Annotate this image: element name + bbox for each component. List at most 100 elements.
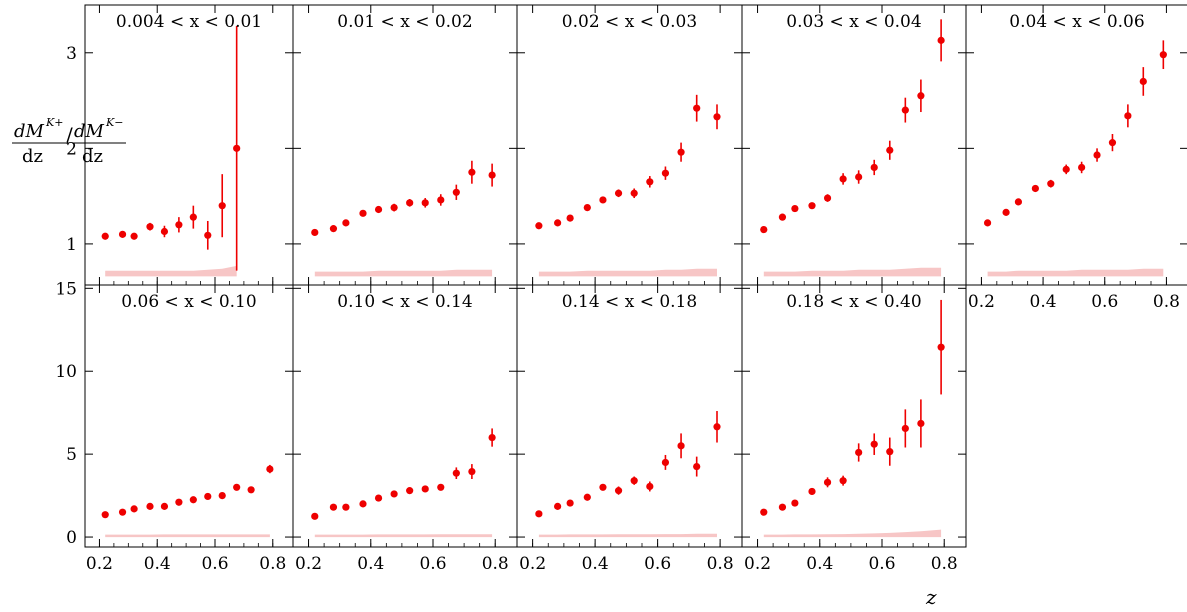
data-point <box>938 37 945 44</box>
data-point <box>453 189 460 196</box>
data-point <box>760 509 767 516</box>
data-point <box>311 229 318 236</box>
panel-frame <box>742 5 966 285</box>
y-axis-title-den2-sup: K− <box>105 116 123 129</box>
data-point <box>161 228 168 235</box>
data-point <box>311 513 318 520</box>
panel-title: 0.10 < x < 0.14 <box>337 292 472 312</box>
data-point <box>1140 78 1147 85</box>
data-point <box>840 175 847 182</box>
y-axis-title-den2: dM <box>74 121 105 142</box>
data-point <box>468 169 475 176</box>
data-point <box>1032 185 1039 192</box>
data-point <box>855 449 862 456</box>
data-point <box>1078 164 1085 171</box>
x-tick-label: 0.6 <box>1091 292 1118 312</box>
panel-title: 0.01 < x < 0.02 <box>337 12 472 32</box>
data-point <box>599 484 606 491</box>
data-point <box>631 190 638 197</box>
panel-5: 0.04 < x < 0.06 <box>966 5 1187 285</box>
data-point <box>375 206 382 213</box>
panel-title: 0.18 < x < 0.40 <box>786 292 921 312</box>
data-point <box>984 219 991 226</box>
panel-title: 0.14 < x < 0.18 <box>562 292 697 312</box>
data-point <box>713 423 720 430</box>
data-point <box>391 204 398 211</box>
data-point <box>233 145 240 152</box>
panel-frame <box>742 285 966 547</box>
x-tick-label: 0.8 <box>931 554 958 574</box>
systematic-band <box>764 530 941 538</box>
data-point <box>938 344 945 351</box>
systematic-band <box>315 270 492 277</box>
data-point <box>119 231 126 238</box>
data-point <box>102 233 109 240</box>
systematic-band <box>539 534 717 537</box>
systematic-band <box>315 534 492 537</box>
panel-frame <box>85 5 293 285</box>
data-point <box>677 149 684 156</box>
data-point <box>131 505 138 512</box>
panel-title: 0.02 < x < 0.03 <box>562 12 697 32</box>
data-point <box>359 210 366 217</box>
x-tick-label: 0.2 <box>295 554 322 574</box>
data-point <box>886 448 893 455</box>
data-point <box>248 486 255 493</box>
data-point <box>808 488 815 495</box>
data-point <box>489 172 496 179</box>
data-point <box>554 503 561 510</box>
data-point <box>535 222 542 229</box>
x-tick-label: 0.2 <box>86 554 113 574</box>
data-point <box>808 202 815 209</box>
data-point <box>760 226 767 233</box>
data-point <box>1124 112 1131 119</box>
panel-4: 0.03 < x < 0.04 <box>742 5 966 285</box>
data-point <box>791 205 798 212</box>
panel-6: 0.06 < x < 0.10 <box>85 285 293 547</box>
data-point <box>1093 151 1100 158</box>
data-point <box>1047 180 1054 187</box>
panel-3: 0.02 < x < 0.03 <box>517 5 742 285</box>
x-tick-label: 0.8 <box>259 554 286 574</box>
data-point <box>646 178 653 185</box>
data-point <box>489 434 496 441</box>
x-tick-label: 0.6 <box>419 554 446 574</box>
data-point <box>342 219 349 226</box>
data-point <box>693 105 700 112</box>
data-point <box>175 221 182 228</box>
x-tick-label: 0.6 <box>644 554 671 574</box>
data-point <box>161 503 168 510</box>
data-point <box>359 500 366 507</box>
panel-frame <box>517 5 742 285</box>
data-point <box>437 196 444 203</box>
data-point <box>693 463 700 470</box>
data-point <box>131 233 138 240</box>
data-point <box>1160 51 1167 58</box>
data-point <box>886 147 893 154</box>
y-tick-label: 5 <box>66 445 77 465</box>
y-tick-label: 15 <box>55 279 77 299</box>
data-point <box>190 214 197 221</box>
panel-frame <box>966 5 1187 285</box>
data-point <box>779 504 786 511</box>
panel-9: 0.18 < x < 0.40 <box>742 285 966 547</box>
data-point <box>175 499 182 506</box>
data-point <box>468 468 475 475</box>
systematic-band <box>988 269 1164 277</box>
systematic-band <box>105 266 237 277</box>
data-point <box>917 420 924 427</box>
panel-frame <box>293 5 517 285</box>
panel-title: 0.04 < x < 0.06 <box>1009 12 1144 32</box>
y-axis-title-den-left: dz <box>22 146 43 167</box>
data-point <box>871 164 878 171</box>
y-tick-label: 0 <box>66 528 77 548</box>
data-point <box>1063 166 1070 173</box>
data-point <box>584 204 591 211</box>
data-point <box>219 492 226 499</box>
data-point <box>119 509 126 516</box>
x-tick-label: 0.4 <box>806 554 833 574</box>
data-point <box>422 485 429 492</box>
data-point <box>840 477 847 484</box>
data-point <box>102 511 109 518</box>
systematic-band <box>539 269 717 277</box>
